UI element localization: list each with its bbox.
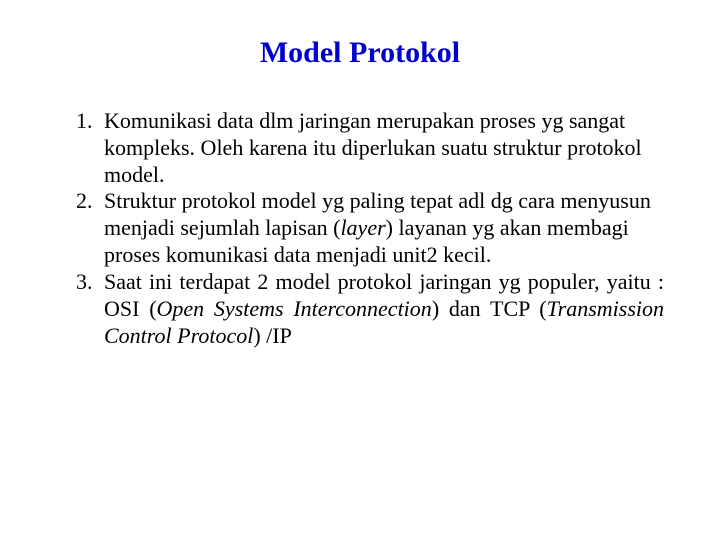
text-run: ) /IP <box>253 323 292 348</box>
list-item: Saat ini terdapat 2 model protokol jarin… <box>98 269 664 349</box>
body-list: Komunikasi data dlm jaringan merupakan p… <box>56 108 664 349</box>
list-item: Komunikasi data dlm jaringan merupakan p… <box>98 108 664 188</box>
slide-title: Model Protokol <box>56 36 664 70</box>
slide: Model Protokol Komunikasi data dlm jarin… <box>0 0 720 540</box>
list-item: Struktur protokol model yg paling tepat … <box>98 188 664 268</box>
italic-text: layer <box>340 215 385 240</box>
text-run: Komunikasi data dlm jaringan merupakan p… <box>104 108 642 187</box>
italic-text: Open Systems Interconnection <box>157 296 432 321</box>
text-run: ) dan TCP ( <box>432 296 547 321</box>
